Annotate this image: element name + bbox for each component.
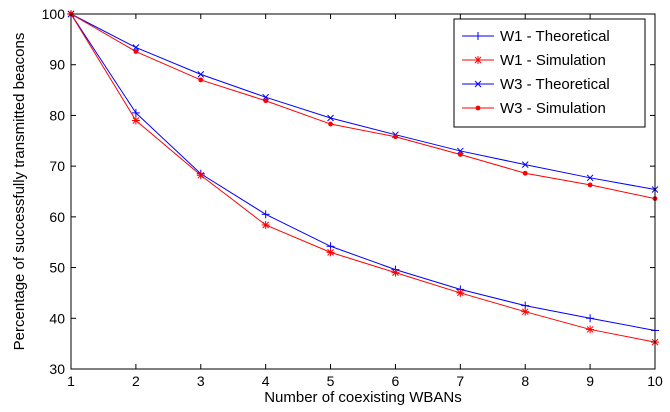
legend-box [453,18,646,128]
data-point-plus [586,314,595,323]
series-line [70,13,656,200]
data-point-dot [328,121,333,127]
legend-entry: W3 - Simulation [462,100,606,117]
data-point-dot [522,170,528,176]
data-point-dot [587,182,593,188]
legend-entry: W1 - Simulation [462,52,606,69]
data-point-star [456,288,465,297]
legend-label: W3 - Simulation [500,100,606,117]
data-point-x [474,80,482,88]
y-tick-label: 90 [49,57,65,73]
data-point-plus [131,108,140,117]
data-point-dot [263,98,269,104]
x-tick-label: 8 [521,373,529,389]
x-tick-label: 3 [197,373,205,389]
series-layer [67,10,659,347]
x-tick-label: 4 [262,373,270,389]
series-line [70,13,656,343]
x-tick-label: 5 [327,373,335,389]
y-tick-label: 50 [49,260,65,276]
y-tick-label: 30 [49,361,65,377]
data-point-plus [261,210,270,219]
x-tick-label: 7 [456,373,464,389]
data-point-x [327,114,334,122]
data-point-star [326,248,335,257]
y-tick-label: 60 [49,209,65,225]
x-tick-label: 10 [647,373,663,389]
data-point-x [132,44,140,51]
series-line [70,13,656,331]
y-tick-label: 80 [49,107,65,123]
data-point-dot [393,134,398,140]
series-4 [68,11,658,202]
data-point-x [262,93,270,101]
plot-frame [70,13,656,370]
y-tick-label: 40 [49,310,65,326]
data-point-star [521,307,530,316]
x-axis-label: Number of coexisting WBANs [264,389,462,406]
legend-label: W1 - Theoretical [500,28,610,45]
axes-layer: 1 2 3 4 5 6 7 8 9 10 30 40 50 60 70 80 90 100 [42,6,663,389]
data-point-dot [475,105,481,111]
data-point-star [261,220,270,229]
legend-label: W1 - Simulation [500,52,606,69]
x-tick-label: 1 [67,373,75,389]
data-point-x [456,147,464,155]
data-point-x [586,174,594,182]
data-point-star [586,325,595,334]
legend: W1 - Theoretical W1 - Simulation W3 - Theo… [453,18,646,128]
data-point-star [131,116,140,125]
y-tick-label: 100 [42,6,66,22]
x-tick-label: 9 [586,373,594,389]
data-point-dot [198,77,204,83]
legend-entry: W1 - Theoretical [462,28,610,45]
data-point-x [197,70,205,78]
data-point-plus [474,32,482,40]
data-point-star [391,268,400,277]
data-point-x [521,161,529,168]
data-point-dot [457,152,463,157]
y-tick-label: 70 [49,158,65,174]
data-point-star [474,56,482,64]
legend-entry: W3 - Theoretical [462,76,610,93]
y-axis-label: Percentage of successfully transmitted b… [11,33,28,351]
series-line [70,13,656,190]
x-tick-label: 2 [132,373,140,389]
x-tick-label: 6 [392,373,400,389]
legend-label: W3 - Theoretical [500,76,610,93]
data-point-dot [133,49,139,54]
data-point-star [196,171,205,180]
